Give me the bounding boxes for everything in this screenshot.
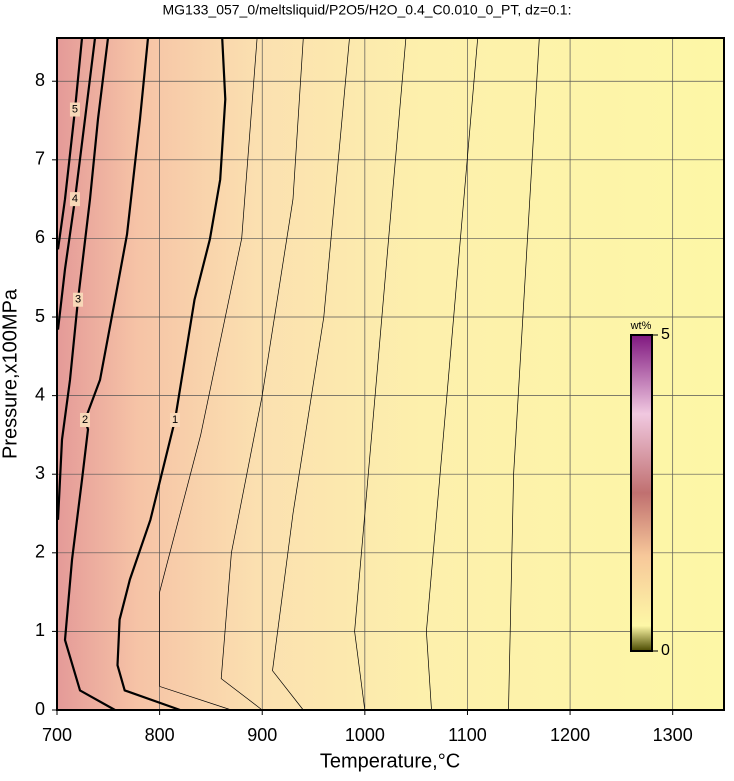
y-axis-label: Pressure,x100MPa (0, 288, 21, 459)
y-tick-label: 5 (35, 306, 45, 326)
y-tick-label: 7 (35, 149, 45, 169)
colorbar-tick-label: 5 (661, 326, 670, 343)
colorbar-tick-label: 0 (661, 642, 670, 659)
contour-line (56, 37, 84, 250)
x-axis-label: Temperature,°C (320, 750, 460, 772)
x-tick-label: 800 (145, 725, 175, 745)
x-tick-label: 1300 (653, 725, 693, 745)
contour-label: 3 (75, 294, 81, 306)
contour-label-bg (69, 192, 80, 207)
x-tick-label: 1000 (345, 725, 385, 745)
x-tick-label: 900 (247, 725, 277, 745)
contour-label-bg (73, 292, 84, 307)
contour-line (354, 37, 407, 711)
y-tick-label: 2 (35, 542, 45, 562)
y-tick-label: 6 (35, 227, 45, 247)
contour-label: 2 (82, 414, 88, 426)
plot-frame (56, 37, 725, 711)
contour-line (426, 37, 479, 711)
colorbar-title: wt% (630, 320, 652, 332)
y-tick-label: 0 (35, 699, 45, 719)
y-tick-label: 8 (35, 70, 45, 90)
y-tick-label: 4 (35, 384, 45, 404)
contour-label-bg (170, 412, 181, 427)
contour-label-bg (80, 412, 91, 427)
colorbar (630, 334, 653, 652)
plot-area (57, 38, 724, 710)
contour-label: 5 (72, 103, 78, 115)
chart-title: MG133_057_0/meltsliquid/P2O5/H2O_0.4_C0.… (163, 2, 572, 18)
y-tick-label: 1 (35, 620, 45, 640)
x-tick-label: 700 (42, 725, 72, 745)
y-tick-label: 3 (35, 463, 45, 483)
contour-line (116, 37, 227, 712)
contour-label: 4 (72, 193, 78, 205)
x-tick-label: 1100 (448, 725, 487, 745)
contour-label: 1 (172, 414, 178, 426)
x-tick-label: 1200 (550, 725, 590, 745)
contour-line (508, 37, 540, 711)
contour-label-bg (69, 102, 80, 117)
contour-line (272, 37, 350, 711)
contour-line (159, 37, 258, 711)
contour-line (220, 37, 304, 711)
